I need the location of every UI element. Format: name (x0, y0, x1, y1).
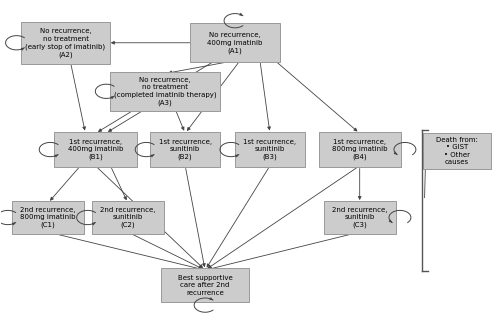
FancyBboxPatch shape (110, 72, 220, 111)
Text: 1st recurrence,
800mg imatinib
(B4): 1st recurrence, 800mg imatinib (B4) (332, 139, 388, 160)
Text: Best supportive
care after 2nd
recurrence: Best supportive care after 2nd recurrenc… (178, 275, 233, 296)
FancyBboxPatch shape (150, 132, 220, 167)
Text: 2nd recurrence,
800mg imatinib
(C1): 2nd recurrence, 800mg imatinib (C1) (20, 207, 76, 228)
Text: No recurrence,
no treatment
(completed imatinib therapy)
(A3): No recurrence, no treatment (completed i… (114, 77, 216, 106)
FancyBboxPatch shape (424, 133, 490, 169)
Text: Death from:
• GIST
• Other
causes: Death from: • GIST • Other causes (436, 137, 478, 165)
Text: 1st recurrence,
sunitinib
(B3): 1st recurrence, sunitinib (B3) (244, 139, 296, 160)
Text: No recurrence,
no treatment
(early stop of imatinib)
(A2): No recurrence, no treatment (early stop … (26, 28, 106, 58)
Text: No recurrence,
400mg imatinib
(A1): No recurrence, 400mg imatinib (A1) (208, 32, 262, 54)
FancyBboxPatch shape (162, 268, 249, 303)
Text: 1st recurrence,
400mg imatinib
(B1): 1st recurrence, 400mg imatinib (B1) (68, 139, 123, 160)
FancyBboxPatch shape (20, 22, 110, 64)
Text: 2nd recurrence,
sunitinib
(C2): 2nd recurrence, sunitinib (C2) (100, 207, 156, 228)
FancyBboxPatch shape (54, 132, 136, 167)
FancyBboxPatch shape (12, 201, 84, 234)
Text: 1st recurrence,
sunitinib
(B2): 1st recurrence, sunitinib (B2) (158, 139, 212, 160)
FancyBboxPatch shape (190, 23, 280, 62)
Text: 2nd recurrence,
sunitinib
(C3): 2nd recurrence, sunitinib (C3) (332, 207, 388, 228)
FancyBboxPatch shape (92, 201, 164, 234)
FancyBboxPatch shape (324, 201, 396, 234)
FancyBboxPatch shape (235, 132, 305, 167)
FancyBboxPatch shape (318, 132, 401, 167)
